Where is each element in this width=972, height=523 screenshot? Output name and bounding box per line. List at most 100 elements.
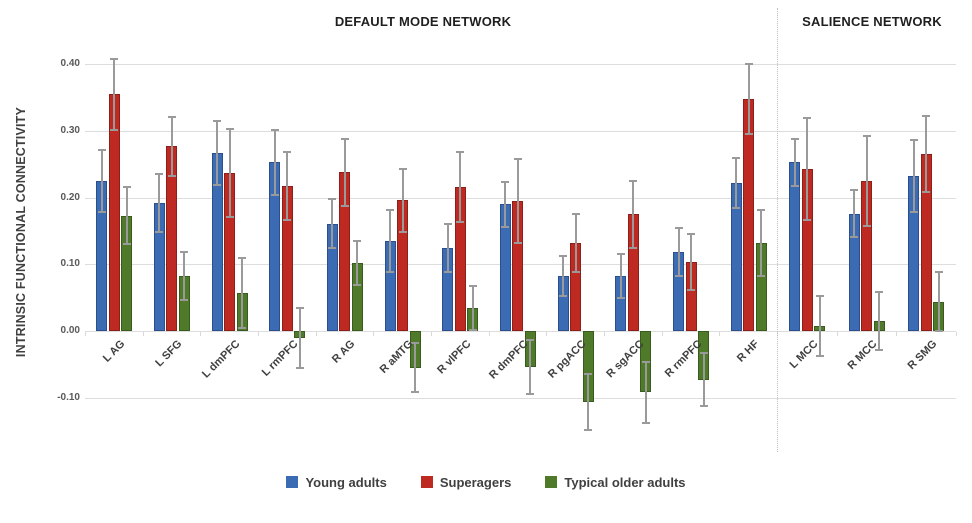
error-bar-cap [629, 246, 638, 249]
error-bar-cap [674, 275, 683, 278]
axis-tick [546, 332, 548, 336]
error-bar-cap [744, 62, 753, 65]
error-bar [853, 190, 856, 237]
error-bar-cap [328, 197, 337, 200]
gridline [85, 197, 956, 199]
error-bar [100, 149, 103, 213]
axis-tick [956, 332, 958, 336]
error-bar-cap [909, 210, 918, 213]
axis-tick [836, 332, 838, 336]
error-bar-cap [699, 352, 708, 354]
error-bar [356, 240, 359, 285]
error-bar [170, 116, 173, 176]
error-bar-cap [468, 328, 477, 331]
error-bar-cap [155, 172, 164, 175]
legend-label: Typical older adults [564, 474, 686, 490]
error-bar-cap [340, 204, 349, 207]
error-bar [228, 128, 231, 217]
error-bar-cap [283, 219, 292, 222]
error-bar [702, 353, 705, 407]
error-bar-cap [526, 392, 535, 395]
gridline [85, 331, 956, 332]
axis-tick [315, 332, 317, 336]
error-bar-cap [790, 184, 799, 187]
error-bar [878, 292, 881, 350]
error-bar-cap [225, 215, 234, 218]
error-bar-cap [850, 235, 859, 238]
error-bar-cap [875, 348, 884, 351]
error-bar-cap [616, 252, 625, 255]
error-bar [389, 210, 392, 272]
error-bar-cap [386, 270, 395, 273]
legend-item: Typical older adults [545, 474, 686, 490]
section-title-salience-network: SALIENCE NETWORK [802, 14, 942, 29]
section-title-default-mode-network: DEFAULT MODE NETWORK [334, 14, 512, 29]
legend-item: Superagers [420, 474, 512, 490]
error-bar-cap [909, 138, 918, 141]
error-bar-cap [526, 339, 535, 342]
error-bar [273, 129, 276, 195]
error-bar-cap [386, 209, 395, 212]
error-bar [937, 272, 940, 331]
error-bar-cap [468, 284, 477, 287]
error-bar [286, 152, 289, 221]
error-bar-cap [456, 221, 465, 224]
error-bar-cap [687, 288, 695, 291]
error-bar-cap [757, 208, 766, 211]
error-bar-cap [122, 243, 131, 246]
error-bar-cap [934, 330, 943, 332]
legend-swatch-icon [545, 476, 558, 488]
error-bar-cap [732, 156, 741, 159]
y-tick-label: 0.40 [60, 58, 80, 70]
error-bar-cap [283, 151, 292, 154]
error-bar [677, 228, 680, 277]
error-bar [216, 120, 219, 185]
axis-tick [142, 332, 144, 336]
error-bar [183, 251, 186, 300]
legend-label: Superagers [439, 474, 512, 490]
error-bar-cap [641, 360, 650, 363]
legend-item: Young adults [286, 475, 387, 490]
y-tick-label: 0.20 [60, 191, 80, 203]
legend-swatch-icon [286, 476, 299, 488]
error-bar [241, 257, 244, 329]
error-bar-cap [815, 295, 824, 298]
error-bar-cap [616, 296, 625, 299]
chart-legend: Young adults Superagers Typical older adul… [0, 470, 972, 494]
error-bar-cap [270, 193, 279, 196]
error-bar-cap [790, 137, 799, 140]
error-bar [925, 115, 928, 192]
axis-tick [373, 332, 375, 336]
error-bar [446, 223, 449, 272]
error-bar [760, 209, 763, 277]
gridline [85, 397, 956, 399]
axis-tick [661, 332, 663, 336]
error-bar-cap [295, 367, 304, 370]
error-bar-cap [501, 225, 510, 228]
error-bar [793, 138, 796, 186]
gridline [85, 64, 956, 66]
error-bar [125, 186, 128, 245]
error-bar-cap [167, 174, 176, 177]
error-bar [529, 340, 532, 394]
error-bar-cap [571, 271, 580, 274]
error-bar [747, 63, 750, 135]
error-bar-cap [571, 212, 580, 215]
error-bar-cap [862, 134, 871, 137]
error-bar-cap [328, 247, 337, 250]
error-bar-cap [584, 373, 593, 376]
axis-tick [85, 332, 86, 336]
error-bar-cap [803, 219, 811, 222]
axis-tick [431, 332, 433, 336]
error-bar-cap [456, 150, 465, 153]
error-bar-cap [815, 355, 824, 358]
error-bar-cap [180, 298, 189, 301]
error-bar-cap [238, 256, 247, 259]
y-tick-label: 0.10 [60, 258, 80, 270]
error-bar [574, 213, 577, 273]
error-bar-cap [411, 391, 420, 394]
error-bar-cap [110, 128, 119, 131]
error-bar [562, 256, 565, 297]
error-bar-cap [687, 232, 695, 235]
